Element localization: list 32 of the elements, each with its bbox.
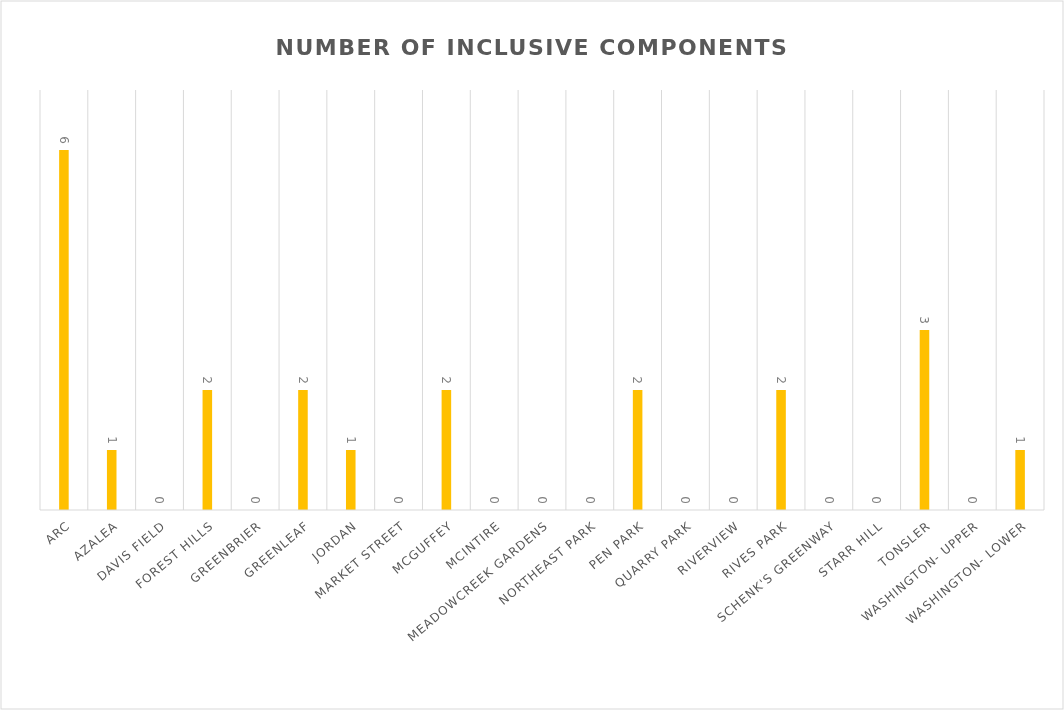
- data-label: 6: [56, 136, 71, 144]
- data-label: 2: [439, 376, 454, 384]
- data-label: 0: [582, 496, 597, 504]
- data-label: 2: [773, 376, 788, 384]
- data-label: 0: [152, 496, 167, 504]
- data-label: 0: [821, 496, 836, 504]
- bar: [106, 450, 117, 510]
- data-label: 2: [295, 376, 310, 384]
- data-label: 0: [726, 496, 741, 504]
- bar: [298, 390, 308, 510]
- bar: [202, 390, 213, 510]
- data-label: 2: [630, 376, 645, 384]
- bar: [919, 330, 930, 510]
- data-label: 0: [965, 496, 980, 504]
- bar: [632, 390, 643, 510]
- chart-title: NUMBER OF INCLUSIVE COMPONENTS: [275, 35, 789, 60]
- data-label: 0: [486, 496, 501, 504]
- data-label: 1: [343, 436, 358, 444]
- bar: [776, 390, 786, 510]
- bar: [441, 390, 452, 510]
- data-label: 0: [391, 496, 406, 504]
- data-label: 2: [200, 376, 215, 384]
- data-label: 1: [1012, 436, 1027, 444]
- data-label: 3: [917, 316, 932, 324]
- data-label: 0: [534, 496, 549, 504]
- bar: [59, 150, 69, 510]
- data-label: 0: [869, 496, 884, 504]
- bar: [1015, 450, 1025, 510]
- data-label: 0: [247, 496, 262, 504]
- data-label: 1: [104, 436, 119, 444]
- data-label: 0: [678, 496, 693, 504]
- bar: [345, 450, 356, 510]
